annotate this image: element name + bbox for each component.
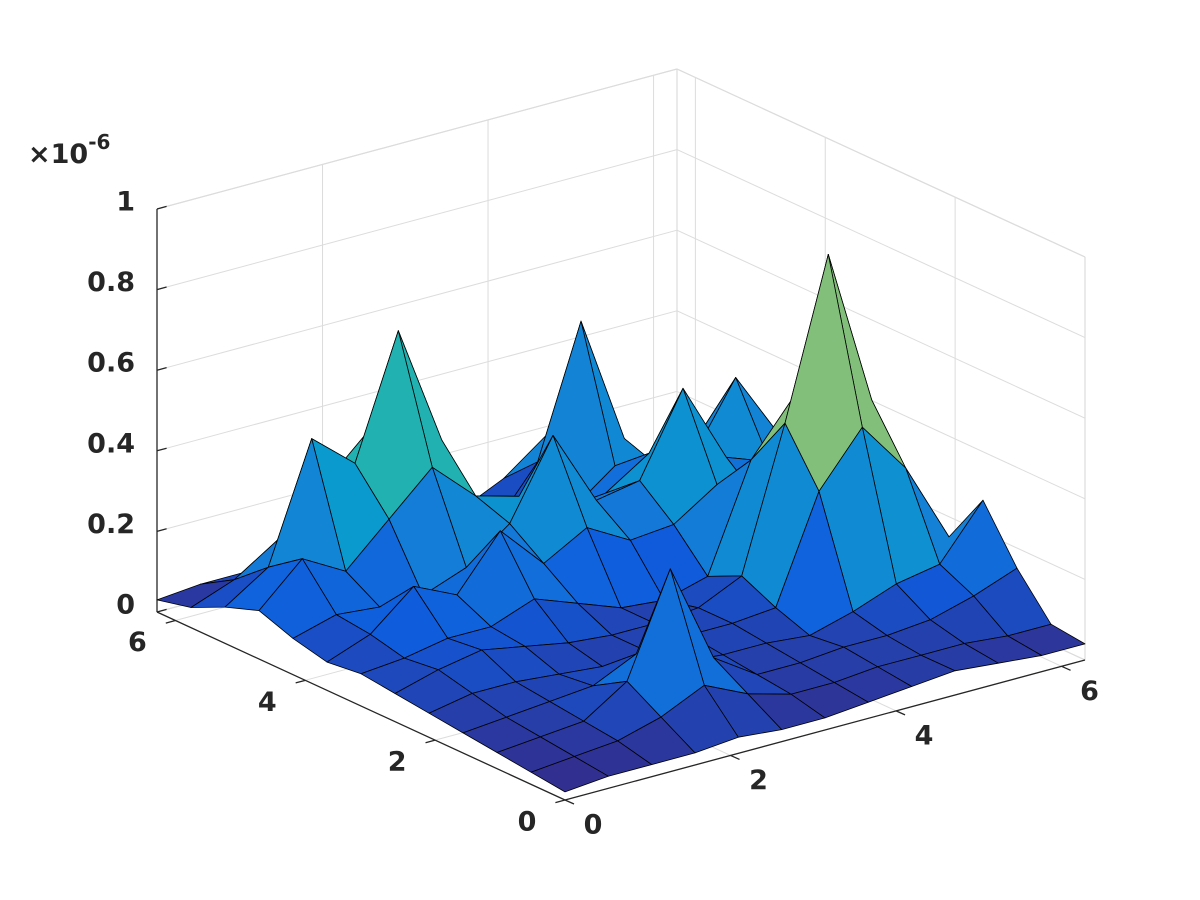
x-tick — [564, 799, 575, 805]
x-tick — [1061, 665, 1071, 671]
x-tick — [730, 754, 740, 761]
grid-line — [156, 229, 678, 371]
grid-line — [676, 149, 1086, 339]
y-tick — [555, 799, 566, 804]
z-exponent-label: ×10-6 — [28, 130, 110, 170]
z-tick-label: 0.6 — [87, 348, 135, 379]
x-axis — [564, 659, 1086, 801]
z-tick-label: 0 — [116, 590, 135, 621]
grid-line — [676, 68, 1086, 258]
z-tick-label: 0.4 — [87, 428, 135, 459]
x-tick-label: 0 — [584, 810, 603, 841]
z-exponent: -6 — [88, 130, 110, 154]
z-tick — [156, 366, 167, 371]
y-tick — [165, 619, 176, 624]
z-tick-label: 0.2 — [87, 509, 135, 540]
y-tick-label: 6 — [128, 627, 147, 658]
surface-face — [530, 756, 609, 793]
grid-line — [156, 68, 678, 210]
x-tick-label: 2 — [749, 765, 768, 796]
grid-line — [676, 310, 1086, 500]
y-tick-label: 0 — [518, 807, 537, 838]
z-tick — [156, 447, 167, 452]
z-tick — [156, 608, 167, 613]
grid-line — [676, 229, 1086, 419]
x-tick-label: 4 — [915, 720, 934, 751]
y-tick — [425, 739, 436, 744]
grid-line — [156, 149, 678, 291]
z-multiplier: ×10 — [28, 139, 88, 170]
y-axis — [156, 611, 566, 801]
z-tick-label: 0.8 — [87, 267, 135, 298]
z-tick — [156, 528, 167, 533]
y-tick — [295, 679, 306, 684]
y-tick-label: 2 — [388, 747, 407, 778]
z-tick — [156, 205, 167, 210]
z-tick — [156, 286, 167, 291]
x-tick-label: 6 — [1080, 676, 1099, 707]
z-tick-label: 1 — [116, 187, 135, 218]
x-tick — [895, 710, 906, 716]
y-tick-label: 4 — [258, 687, 277, 718]
